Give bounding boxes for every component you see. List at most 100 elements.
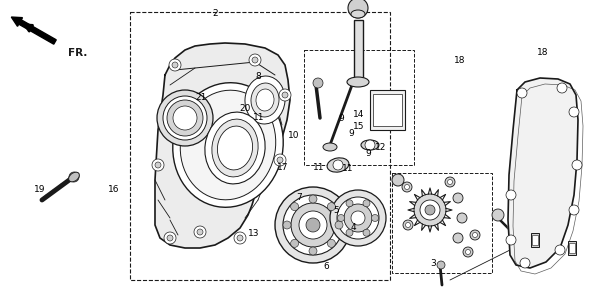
Bar [370, 90, 405, 130]
Circle shape [327, 203, 335, 211]
Circle shape [337, 197, 379, 239]
Circle shape [157, 90, 213, 146]
Ellipse shape [251, 83, 279, 117]
Bar [532, 235, 538, 245]
Circle shape [313, 78, 323, 88]
Circle shape [309, 247, 317, 255]
Circle shape [457, 213, 467, 223]
Text: 7: 7 [296, 193, 302, 202]
Bar [569, 243, 575, 253]
Circle shape [348, 0, 368, 18]
Circle shape [506, 235, 516, 245]
Circle shape [555, 245, 565, 255]
Text: 9: 9 [366, 149, 372, 158]
Polygon shape [155, 43, 290, 248]
Ellipse shape [361, 140, 379, 150]
Bar [304, 50, 414, 165]
Circle shape [277, 157, 283, 163]
Circle shape [337, 215, 345, 222]
Circle shape [346, 229, 353, 236]
Circle shape [249, 54, 261, 66]
Text: 4: 4 [351, 223, 357, 232]
Ellipse shape [212, 119, 258, 177]
Bar [373, 94, 402, 126]
Circle shape [327, 239, 335, 247]
Text: 19: 19 [34, 185, 46, 194]
Bar [130, 12, 390, 280]
Text: 3: 3 [431, 259, 437, 268]
Text: 17: 17 [277, 163, 289, 172]
Text: 8: 8 [255, 72, 261, 81]
Text: 13: 13 [248, 229, 260, 238]
Ellipse shape [245, 76, 285, 124]
Ellipse shape [351, 10, 365, 18]
Circle shape [330, 190, 386, 246]
Text: FR.: FR. [68, 48, 87, 58]
Ellipse shape [347, 77, 369, 87]
Circle shape [372, 215, 379, 222]
Text: 2: 2 [212, 9, 218, 18]
Ellipse shape [205, 112, 265, 184]
Circle shape [425, 205, 435, 215]
Circle shape [506, 190, 516, 200]
Polygon shape [508, 78, 578, 268]
Circle shape [283, 195, 343, 255]
Circle shape [363, 200, 370, 207]
Circle shape [299, 211, 327, 239]
Circle shape [470, 230, 480, 240]
Circle shape [194, 226, 206, 238]
Circle shape [164, 232, 176, 244]
Circle shape [283, 221, 291, 229]
Circle shape [420, 200, 440, 220]
Circle shape [234, 232, 246, 244]
Text: 16: 16 [107, 185, 119, 194]
Text: 11: 11 [342, 164, 354, 173]
Circle shape [237, 235, 243, 241]
Circle shape [453, 193, 463, 203]
Circle shape [414, 194, 446, 226]
Text: 9: 9 [339, 114, 345, 123]
FancyArrow shape [11, 17, 56, 44]
Bar [392, 173, 492, 273]
Ellipse shape [327, 158, 349, 172]
Text: 20: 20 [239, 104, 251, 113]
Text: 9: 9 [348, 129, 354, 138]
Ellipse shape [323, 143, 337, 151]
Circle shape [392, 174, 404, 186]
Circle shape [453, 233, 463, 243]
Circle shape [492, 209, 504, 221]
Circle shape [279, 89, 291, 101]
Circle shape [365, 140, 375, 150]
Circle shape [569, 107, 579, 117]
Circle shape [520, 258, 530, 268]
Circle shape [306, 218, 320, 232]
Circle shape [466, 250, 470, 255]
Text: 18: 18 [537, 48, 549, 57]
Circle shape [445, 177, 455, 187]
Text: 12: 12 [375, 143, 386, 152]
Text: 15: 15 [353, 122, 364, 131]
Circle shape [405, 222, 411, 228]
Circle shape [569, 205, 579, 215]
Ellipse shape [256, 89, 274, 111]
Circle shape [167, 235, 173, 241]
Circle shape [572, 160, 582, 170]
Circle shape [473, 232, 477, 237]
Circle shape [344, 204, 372, 232]
Circle shape [155, 162, 161, 168]
Text: 5: 5 [333, 206, 339, 215]
Bar [568, 241, 576, 255]
Circle shape [463, 247, 473, 257]
Circle shape [447, 179, 453, 185]
Text: 18: 18 [454, 56, 466, 65]
Circle shape [169, 59, 181, 71]
Circle shape [517, 88, 527, 98]
Circle shape [152, 159, 164, 171]
Text: 10: 10 [287, 131, 299, 140]
Circle shape [437, 261, 445, 269]
Circle shape [309, 195, 317, 203]
Text: 14: 14 [353, 110, 364, 119]
Circle shape [275, 187, 351, 263]
Circle shape [197, 229, 203, 235]
Circle shape [282, 92, 288, 98]
